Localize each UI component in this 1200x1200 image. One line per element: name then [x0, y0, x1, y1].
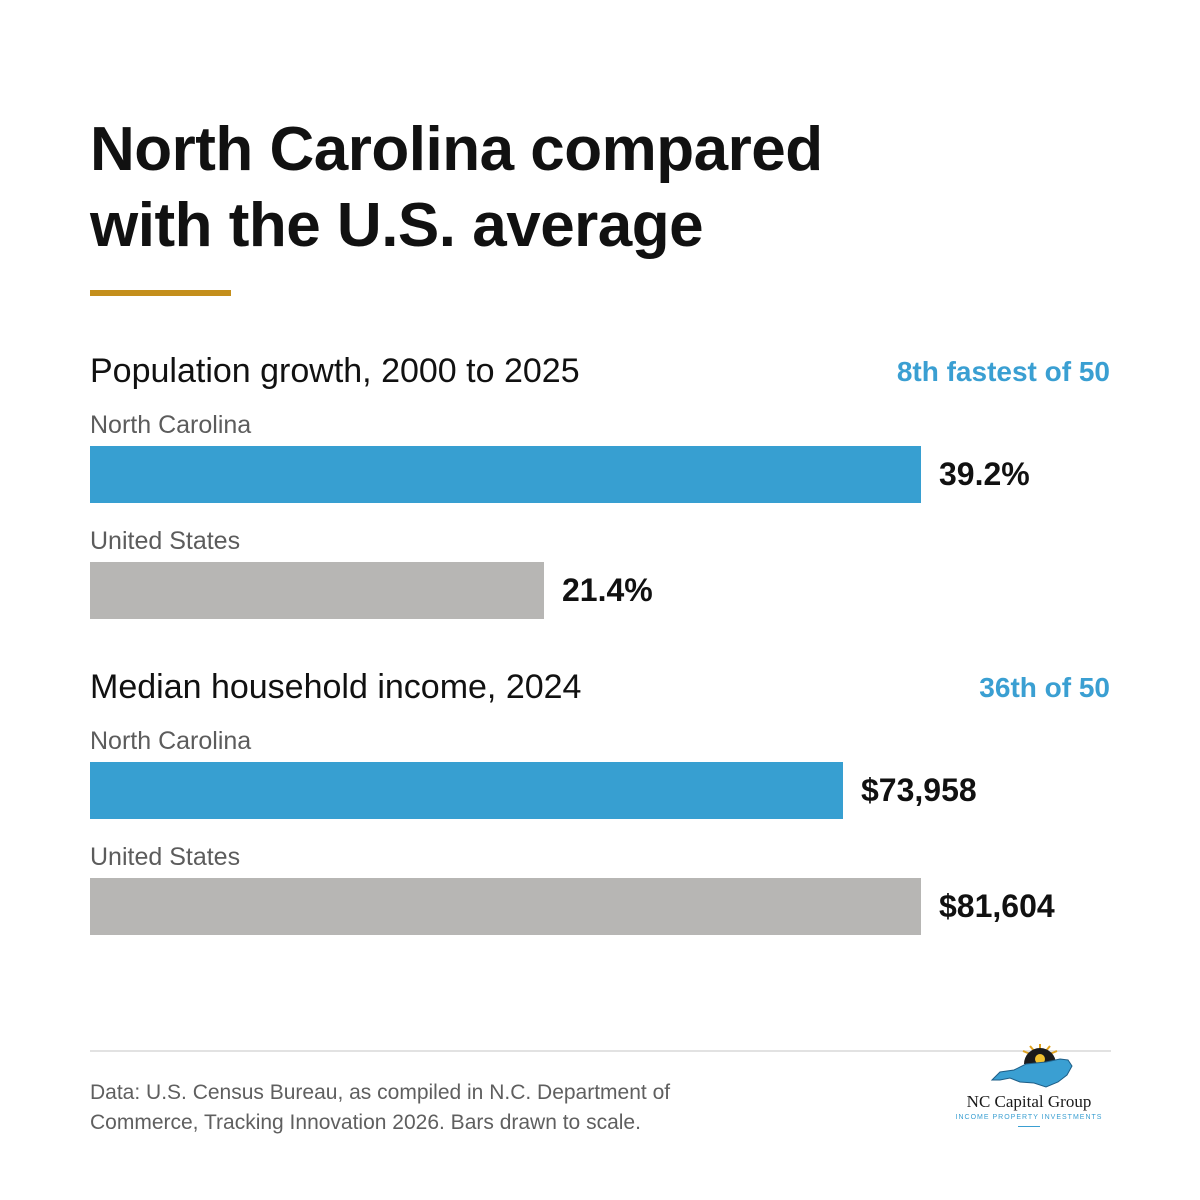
- population-rank-note: 8th fastest of 50: [896, 356, 1110, 387]
- population-us-value: 21.4%: [562, 572, 653, 608]
- income-us-bar: [90, 878, 921, 935]
- income-section-heading: Median household income, 2024: [90, 668, 582, 706]
- income-nc-label: North Carolina: [90, 727, 252, 755]
- population-nc-value: 39.2%: [939, 456, 1030, 492]
- nc-state-sunburst-icon: [990, 1044, 1073, 1088]
- chart-title: North Carolina compared with the U.S. av…: [90, 112, 1090, 264]
- income-nc-value: $73,958: [861, 772, 977, 808]
- income-us-label: United States: [90, 843, 241, 871]
- population-us-bar: [90, 562, 544, 619]
- footer-divider: [90, 1050, 1111, 1052]
- logo-wordmark: NC Capital Group: [966, 1092, 1092, 1111]
- accent-rule: [90, 290, 231, 296]
- logo-tagline: INCOME PROPERTY INVESTMENTS: [955, 1114, 1103, 1121]
- income-us-value: $81,604: [939, 888, 1055, 924]
- income-nc-bar: [90, 762, 843, 819]
- company-logo: NC Capital Group INCOME PROPERTY INVESTM…: [944, 1042, 1114, 1128]
- population-nc-bar: [90, 446, 921, 503]
- title-line-1: North Carolina compared: [90, 115, 823, 184]
- population-us-label: United States: [90, 527, 241, 555]
- income-rank-note: 36th of 50: [979, 672, 1110, 703]
- source-note: Data: U.S. Census Bureau, as compiled in…: [90, 1081, 671, 1134]
- title-line-2: with the U.S. average: [90, 191, 704, 260]
- population-nc-label: North Carolina: [90, 411, 252, 439]
- population-section-heading: Population growth, 2000 to 2025: [90, 352, 580, 390]
- logo-underline: [1018, 1126, 1040, 1127]
